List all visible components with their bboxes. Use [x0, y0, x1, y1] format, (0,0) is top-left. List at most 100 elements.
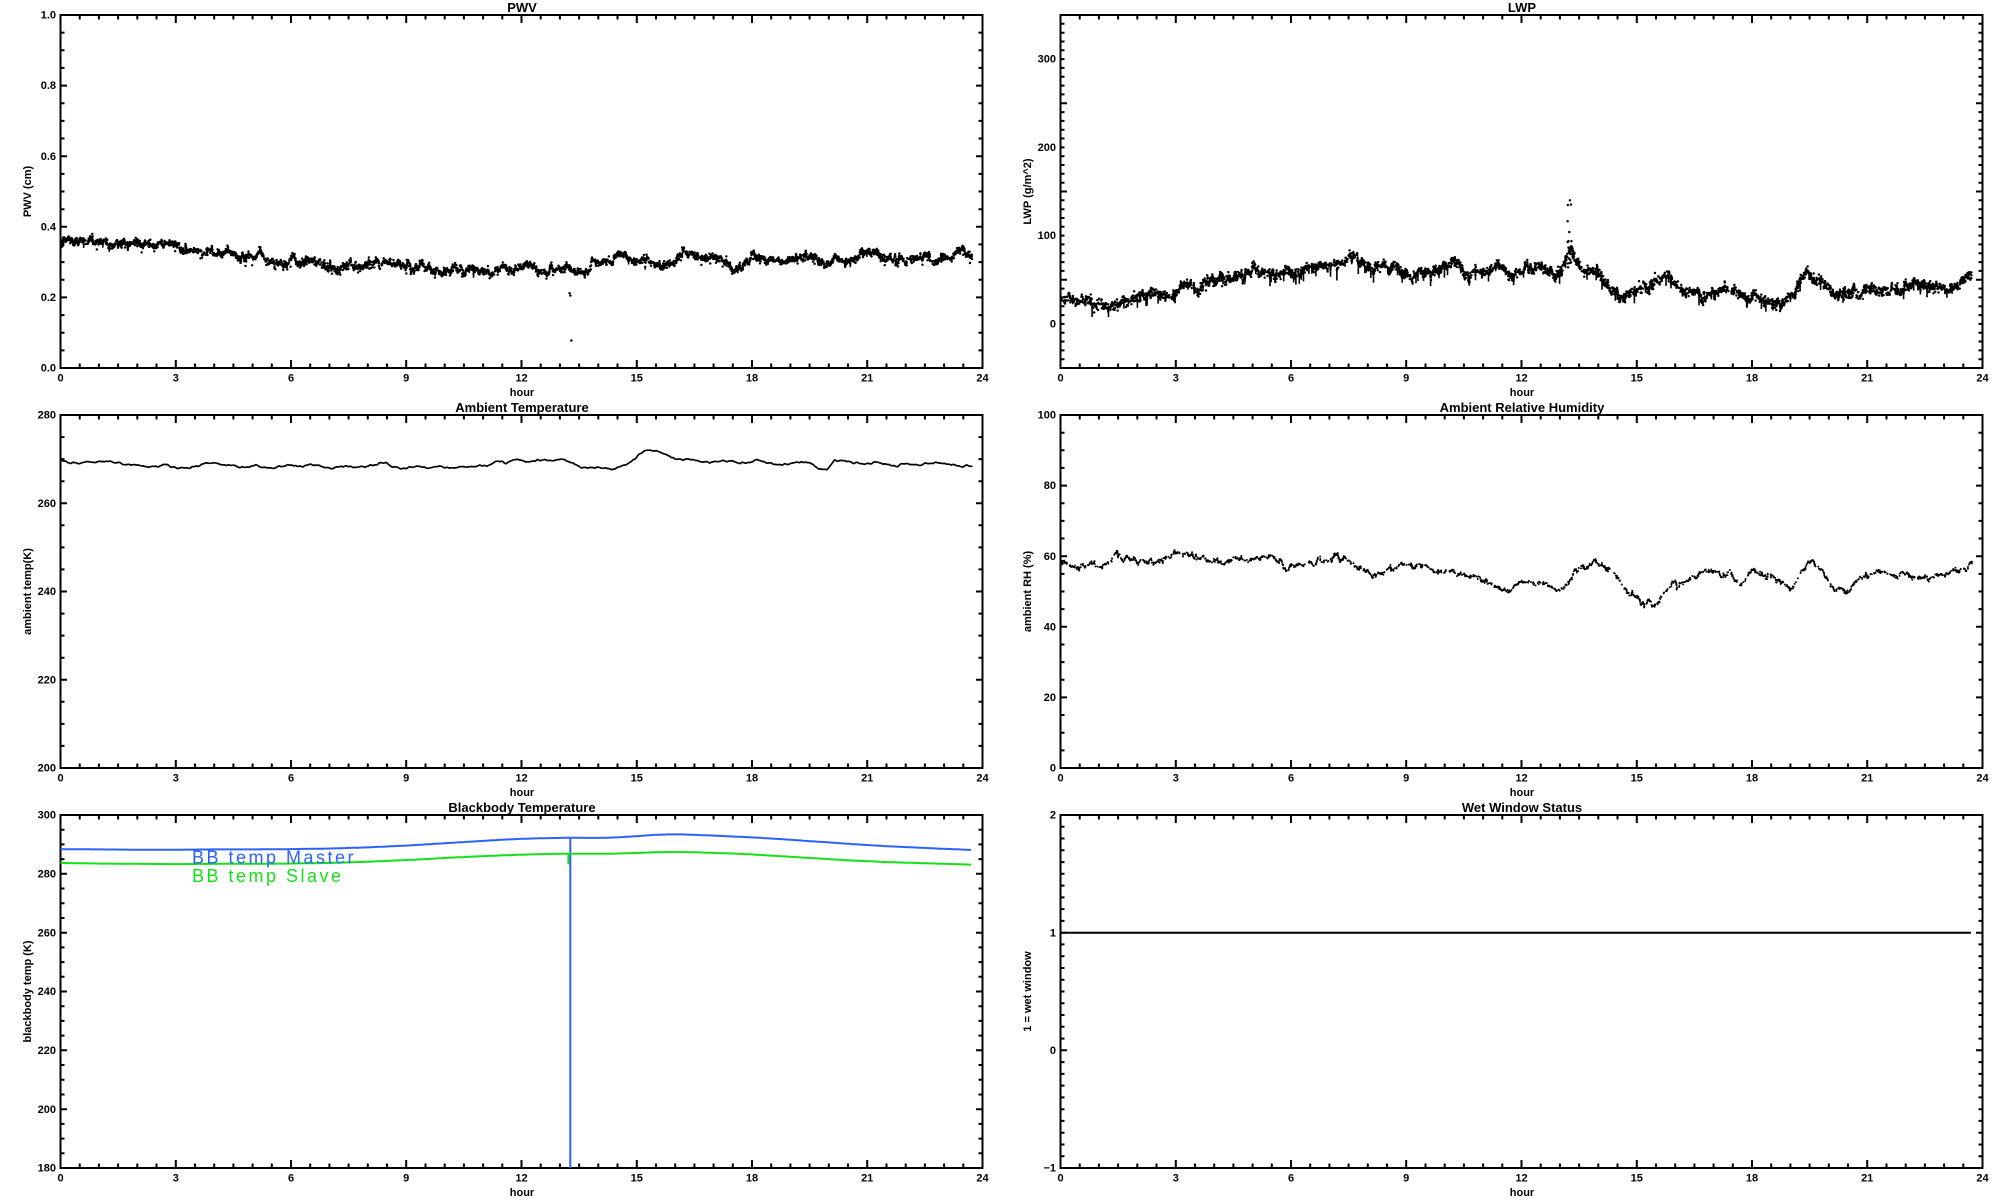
svg-text:Ambient Temperature: Ambient Temperature — [455, 400, 588, 415]
svg-text:12: 12 — [1515, 773, 1527, 785]
svg-text:0.0: 0.0 — [41, 363, 56, 375]
svg-text:280: 280 — [38, 410, 56, 422]
svg-text:300: 300 — [1038, 54, 1056, 66]
svg-text:−1: −1 — [1043, 1163, 1056, 1175]
svg-text:240: 240 — [38, 986, 56, 998]
svg-text:9: 9 — [1403, 773, 1409, 785]
svg-text:21: 21 — [861, 373, 873, 385]
svg-text:12: 12 — [515, 373, 527, 385]
svg-text:12: 12 — [1515, 1173, 1527, 1185]
svg-text:15: 15 — [1631, 1173, 1643, 1185]
svg-text:18: 18 — [746, 773, 758, 785]
svg-text:15: 15 — [1631, 373, 1643, 385]
svg-text:3: 3 — [173, 373, 179, 385]
svg-text:200: 200 — [38, 763, 56, 775]
svg-text:BB temp Master: BB temp Master — [192, 848, 356, 868]
svg-text:hour: hour — [1510, 1187, 1535, 1199]
svg-text:3: 3 — [173, 1173, 179, 1185]
svg-text:9: 9 — [1403, 1173, 1409, 1185]
svg-text:6: 6 — [1288, 373, 1294, 385]
svg-text:260: 260 — [38, 927, 56, 939]
svg-text:ambient temp(K): ambient temp(K) — [22, 548, 34, 635]
svg-text:BB temp Slave: BB temp Slave — [192, 866, 344, 886]
svg-text:300: 300 — [38, 810, 56, 822]
svg-text:0.4: 0.4 — [41, 221, 57, 233]
svg-text:Blackbody Temperature: Blackbody Temperature — [448, 800, 595, 815]
svg-text:100: 100 — [1038, 410, 1056, 422]
svg-text:18: 18 — [746, 1173, 758, 1185]
svg-text:1 = wet window: 1 = wet window — [1022, 951, 1034, 1032]
svg-text:0: 0 — [1050, 1045, 1056, 1057]
svg-text:18: 18 — [746, 373, 758, 385]
svg-text:1: 1 — [1050, 927, 1056, 939]
svg-text:0: 0 — [57, 773, 63, 785]
svg-text:6: 6 — [1288, 773, 1294, 785]
svg-text:hour: hour — [510, 1187, 535, 1199]
svg-text:0.8: 0.8 — [41, 80, 56, 92]
svg-text:3: 3 — [1173, 1173, 1179, 1185]
svg-text:280: 280 — [38, 868, 56, 880]
svg-text:12: 12 — [1515, 373, 1527, 385]
svg-text:hour: hour — [510, 787, 535, 799]
svg-text:9: 9 — [403, 1173, 409, 1185]
svg-text:LWP (g/m^2): LWP (g/m^2) — [1022, 158, 1034, 224]
svg-text:15: 15 — [631, 373, 643, 385]
svg-text:blackbody temp (K): blackbody temp (K) — [22, 940, 34, 1042]
svg-text:3: 3 — [1173, 373, 1179, 385]
svg-text:6: 6 — [1288, 1173, 1294, 1185]
svg-text:9: 9 — [1403, 373, 1409, 385]
svg-text:21: 21 — [1861, 1173, 1873, 1185]
svg-text:LWP: LWP — [1508, 0, 1536, 15]
svg-text:21: 21 — [861, 1173, 873, 1185]
svg-text:18: 18 — [1746, 773, 1758, 785]
svg-text:200: 200 — [1038, 142, 1056, 154]
svg-text:6: 6 — [288, 373, 294, 385]
svg-text:18: 18 — [1746, 373, 1758, 385]
svg-text:200: 200 — [38, 1104, 56, 1116]
svg-text:0: 0 — [1050, 319, 1056, 331]
svg-text:0.2: 0.2 — [41, 292, 56, 304]
svg-text:0: 0 — [57, 373, 63, 385]
svg-text:0.6: 0.6 — [41, 151, 56, 163]
svg-text:hour: hour — [1510, 387, 1535, 399]
svg-text:180: 180 — [38, 1163, 56, 1175]
svg-text:24: 24 — [1976, 373, 1989, 385]
svg-text:0: 0 — [1057, 773, 1063, 785]
svg-text:9: 9 — [403, 373, 409, 385]
svg-text:6: 6 — [288, 1173, 294, 1185]
svg-text:3: 3 — [1173, 773, 1179, 785]
svg-text:21: 21 — [1861, 773, 1873, 785]
svg-text:80: 80 — [1044, 480, 1056, 492]
svg-text:15: 15 — [631, 773, 643, 785]
svg-text:24: 24 — [1976, 1173, 1989, 1185]
svg-text:3: 3 — [173, 773, 179, 785]
svg-text:2: 2 — [1050, 810, 1056, 822]
svg-text:220: 220 — [38, 1045, 56, 1057]
svg-text:240: 240 — [38, 586, 56, 598]
svg-text:0: 0 — [1057, 1173, 1063, 1185]
svg-text:100: 100 — [1038, 230, 1056, 242]
svg-text:260: 260 — [38, 498, 56, 510]
svg-text:0: 0 — [1050, 763, 1056, 775]
svg-text:Ambient Relative Humidity: Ambient Relative Humidity — [1440, 400, 1605, 415]
svg-text:12: 12 — [515, 1173, 527, 1185]
svg-text:24: 24 — [976, 373, 989, 385]
svg-text:1.0: 1.0 — [41, 10, 56, 22]
svg-text:15: 15 — [1631, 773, 1643, 785]
svg-text:9: 9 — [403, 773, 409, 785]
svg-text:21: 21 — [1861, 373, 1873, 385]
svg-text:0: 0 — [1057, 373, 1063, 385]
svg-text:20: 20 — [1044, 692, 1056, 704]
svg-text:24: 24 — [976, 773, 989, 785]
svg-text:0: 0 — [57, 1173, 63, 1185]
svg-text:hour: hour — [1510, 787, 1535, 799]
svg-text:15: 15 — [631, 1173, 643, 1185]
svg-text:60: 60 — [1044, 551, 1056, 563]
svg-text:6: 6 — [288, 773, 294, 785]
svg-text:12: 12 — [515, 773, 527, 785]
svg-text:PWV: PWV — [507, 0, 537, 15]
svg-text:PWV (cm): PWV (cm) — [22, 165, 34, 217]
svg-text:18: 18 — [1746, 1173, 1758, 1185]
svg-text:220: 220 — [38, 674, 56, 686]
svg-text:40: 40 — [1044, 621, 1056, 633]
